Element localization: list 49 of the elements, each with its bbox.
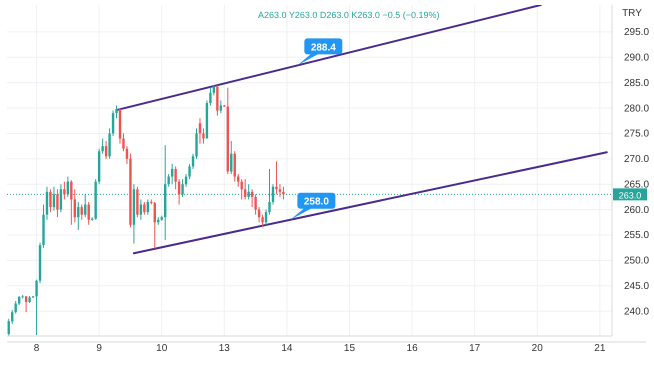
y-axis-title: TRY	[622, 8, 642, 19]
x-tick-label: 13	[218, 343, 230, 354]
candlestick	[63, 181, 66, 200]
x-tick-label: 10	[156, 343, 168, 354]
candlestick	[80, 204, 83, 220]
candlestick	[24, 295, 28, 313]
annotation: A263.0 Y263.0 D263.0 K263.0 −0.5 (−0.19%)	[258, 10, 440, 20]
x-tick-label: 8	[34, 343, 40, 354]
y-tick-label: 260.0	[624, 204, 650, 216]
y-tick-label: 295.0	[624, 27, 650, 38]
candlestick	[143, 201, 146, 216]
y-tick-label: 285.0	[624, 78, 650, 89]
y-tick-label: 245.0	[624, 280, 650, 292]
annotation: 258.0	[304, 196, 330, 208]
x-tick-label: 16	[406, 343, 418, 354]
annotation: 288.4	[310, 42, 336, 54]
candlestick	[146, 198, 150, 216]
candlestick	[240, 178, 243, 200]
x-tick-label: 17	[469, 343, 481, 354]
candlestick	[275, 160, 278, 195]
y-tick-label: 280.0	[624, 103, 650, 114]
candlestick	[244, 178, 246, 200]
y-tick-label: 250.0	[624, 256, 650, 267]
candlestick	[104, 140, 108, 160]
candlestick	[234, 150, 236, 182]
candlestick	[170, 163, 174, 185]
y-tick-label: 290.0	[624, 52, 650, 64]
x-tick-label: 21	[594, 343, 606, 354]
x-tick-label: 20	[532, 343, 544, 354]
candlestick	[140, 198, 142, 220]
x-tick-label: 9	[96, 343, 102, 354]
x-tick-label: 15	[344, 343, 356, 354]
candlestick	[70, 180, 73, 226]
ref-line-label: 263.0	[618, 190, 642, 200]
y-tick-label: 275.0	[624, 128, 650, 140]
candlestick	[209, 87, 212, 106]
y-tick-label: 240.0	[624, 306, 650, 318]
y-tick-label: 270.0	[624, 154, 650, 166]
candlestick	[230, 140, 232, 175]
y-tick-label: 265.0	[624, 179, 650, 190]
x-tick-label: 14	[281, 343, 293, 354]
candlestick	[88, 201, 90, 226]
candlestick	[154, 201, 156, 250]
y-tick-label: 255.0	[624, 230, 650, 242]
candlestick	[56, 188, 59, 218]
candlestick	[77, 201, 80, 230]
candlestick	[216, 84, 219, 116]
candlestick	[282, 186, 285, 200]
candlestick	[220, 100, 222, 114]
